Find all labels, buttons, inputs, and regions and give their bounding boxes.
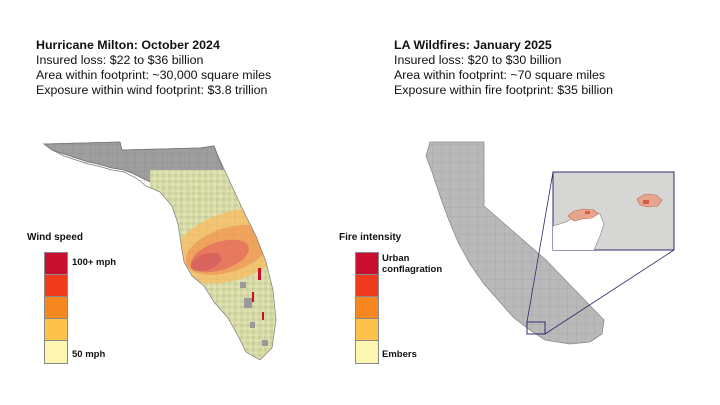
wind-swatch-5 [45,341,67,363]
milton-title: Hurricane Milton: October 2024 [36,38,220,52]
fire-swatch-4 [356,319,378,341]
fire-swatch-5 [356,341,378,363]
fire-swatch-2 [356,275,378,297]
wind-swatch-2 [45,275,67,297]
wind-bottom-label: 50 mph [72,349,106,360]
callout-line-top [526,171,554,323]
fire-intensity-legend: Fire intensity [339,232,401,250]
la-highlight-box [526,321,546,335]
fire-swatch-1 [356,253,378,275]
milton-insured-loss: Insured loss: $22 to $36 billion [36,53,204,67]
wind-swatch-3 [45,297,67,319]
milton-area: Area within footprint: ~30,000 square mi… [36,68,272,82]
wind-swatches [44,252,68,364]
wildfire-info: LA Wildfires: January 2025 Insured loss:… [394,38,613,98]
wind-swatch-4 [45,319,67,341]
fire-top-label: Urban conflagration [382,253,442,275]
fire-top-label-line2: conflagration [382,264,443,275]
la-inset-map [552,171,675,251]
wind-speed-legend: Wind speed [27,232,83,250]
fire-bottom-label: Embers [382,349,417,360]
wildfire-insured-loss: Insured loss: $20 to $30 billion [394,53,562,67]
wildfire-area: Area within footprint: ~70 square miles [394,68,606,82]
fire-swatches [355,252,379,364]
callout-line-bottom [544,249,675,335]
wildfire-exposure: Exposure within fire footprint: $35 bill… [394,83,614,97]
wind-swatch-1 [45,253,67,275]
wildfire-title: LA Wildfires: January 2025 [394,38,552,52]
fire-swatch-3 [356,297,378,319]
fire-top-label-line1: Urban [382,253,410,264]
wind-top-label: 100+ mph [72,257,117,268]
wind-legend-title: Wind speed [27,232,84,243]
fire-legend-title: Fire intensity [339,232,402,243]
milton-exposure: Exposure within wind footprint: $3.8 tri… [36,83,268,97]
milton-info: Hurricane Milton: October 2024 Insured l… [36,38,271,98]
